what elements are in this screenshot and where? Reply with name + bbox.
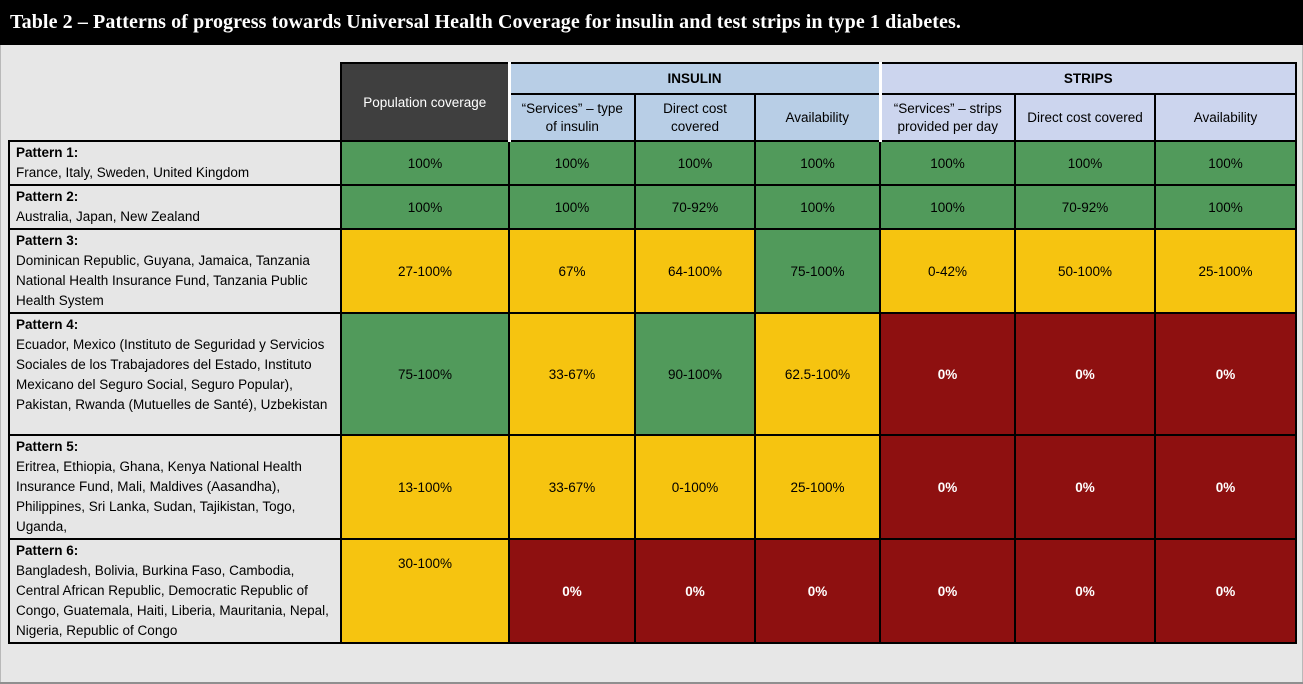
table-row: Pattern 6: Bangladesh, Bolivia, Burkina F… <box>8 538 1298 644</box>
coverage-cell: 100% <box>508 140 636 186</box>
page-bottom-edge <box>0 682 1303 684</box>
coverage-cell: 100% <box>508 184 636 230</box>
coverage-cell: 0% <box>879 312 1016 436</box>
coverage-cell: 100% <box>634 140 756 186</box>
coverage-cell: 100% <box>1153 140 1298 186</box>
population-coverage-cell: 100% <box>340 184 510 230</box>
pattern-label: Pattern 6: <box>16 543 79 558</box>
coverage-cell: 90-100% <box>634 312 756 436</box>
coverage-cell: 0% <box>1153 538 1298 644</box>
coverage-cell: 0% <box>1014 538 1156 644</box>
coverage-cell: 50-100% <box>1014 228 1156 314</box>
coverage-cell: 67% <box>508 228 636 314</box>
pattern-label: Pattern 4: <box>16 317 79 332</box>
col-header-strips-services: “Services” – strips provided per day <box>878 93 1016 142</box>
sub-header-row: “Services” – type of insulin Direct cost… <box>9 93 1298 142</box>
coverage-cell: 100% <box>1014 140 1156 186</box>
coverage-cell: 33-67% <box>508 434 636 540</box>
coverage-cell: 62.5-100% <box>754 312 881 436</box>
country-list: Bangladesh, Bolivia, Burkina Faso, Cambo… <box>16 563 329 638</box>
pattern-label: Pattern 2: <box>16 189 79 204</box>
table-title: Table 2 – Patterns of progress towards U… <box>10 11 962 33</box>
pattern-label: Pattern 3: <box>16 233 79 248</box>
population-coverage-cell: 75-100% <box>340 312 510 436</box>
coverage-cell: 100% <box>754 184 881 230</box>
pattern-row-header: Pattern 6: Bangladesh, Bolivia, Burkina F… <box>8 538 342 644</box>
col-header-insulin-services: “Services” – type of insulin <box>507 93 636 142</box>
col-header-population-coverage: Population coverage <box>340 62 510 142</box>
pattern-row-header: Pattern 2: Australia, Japan, New Zealand <box>8 184 342 230</box>
coverage-cell: 33-67% <box>508 312 636 436</box>
uhc-table-container: Population coverage INSULIN STRIPS “Serv… <box>8 62 1298 644</box>
pattern-row-header: Pattern 4: Ecuador, Mexico (Instituto de … <box>8 312 342 436</box>
population-coverage-cell: 30-100% <box>340 538 510 644</box>
coverage-cell: 70-92% <box>1014 184 1156 230</box>
country-list: Australia, Japan, New Zealand <box>16 209 200 224</box>
col-header-insulin-direct-cost: Direct cost covered <box>634 93 756 142</box>
country-list: France, Italy, Sweden, United Kingdom <box>16 165 250 180</box>
coverage-cell: 100% <box>754 140 881 186</box>
country-list: Eritrea, Ethiopia, Ghana, Kenya National… <box>16 459 302 534</box>
coverage-cell: 0% <box>508 538 636 644</box>
population-coverage-cell: 13-100% <box>340 434 510 540</box>
country-list: Dominican Republic, Guyana, Jamaica, Tan… <box>16 253 310 308</box>
country-list: Ecuador, Mexico (Instituto de Seguridad … <box>16 337 328 412</box>
coverage-cell: 64-100% <box>634 228 756 314</box>
coverage-cell: 0% <box>1153 434 1298 540</box>
table-row: Pattern 3: Dominican Republic, Guyana, Ja… <box>8 228 1298 314</box>
table-title-bar: Table 2 – Patterns of progress towards U… <box>0 0 1303 45</box>
group-header-insulin: INSULIN <box>507 62 881 95</box>
col-header-insulin-availability: Availability <box>754 93 881 142</box>
coverage-cell: 25-100% <box>1153 228 1298 314</box>
group-header-strips: STRIPS <box>878 62 1298 95</box>
coverage-cell: 100% <box>879 140 1016 186</box>
col-header-strips-availability: Availability <box>1153 93 1298 142</box>
pattern-row-header: Pattern 5: Eritrea, Ethiopia, Ghana, Keny… <box>8 434 342 540</box>
coverage-cell: 0% <box>1153 312 1298 436</box>
coverage-cell: 0% <box>879 434 1016 540</box>
pattern-label: Pattern 1: <box>16 145 79 160</box>
table-row: Pattern 2: Australia, Japan, New Zealand 1… <box>8 184 1298 230</box>
coverage-cell: 70-92% <box>634 184 756 230</box>
coverage-cell: 75-100% <box>754 228 881 314</box>
coverage-cell: 0% <box>1014 312 1156 436</box>
coverage-cell: 100% <box>879 184 1016 230</box>
coverage-cell: 25-100% <box>754 434 881 540</box>
coverage-cell: 0% <box>754 538 881 644</box>
corner-cell <box>9 63 341 141</box>
coverage-cell: 100% <box>1153 184 1298 230</box>
table-row: Pattern 1: France, Italy, Sweden, United … <box>8 140 1298 186</box>
table-row: Pattern 5: Eritrea, Ethiopia, Ghana, Keny… <box>8 434 1298 540</box>
population-coverage-cell: 100% <box>340 140 510 186</box>
pattern-row-header: Pattern 3: Dominican Republic, Guyana, Ja… <box>8 228 342 314</box>
uhc-patterns-table: Population coverage INSULIN STRIPS “Serv… <box>8 62 1298 644</box>
group-header-row: Population coverage INSULIN STRIPS <box>9 62 1298 142</box>
coverage-cell: 0-42% <box>879 228 1016 314</box>
table-row: Pattern 4: Ecuador, Mexico (Instituto de … <box>8 312 1298 436</box>
population-coverage-cell: 27-100% <box>340 228 510 314</box>
pattern-row-header: Pattern 1: France, Italy, Sweden, United … <box>8 140 342 186</box>
coverage-cell: 0% <box>1014 434 1156 540</box>
pattern-label: Pattern 5: <box>16 439 79 454</box>
coverage-cell: 0-100% <box>634 434 756 540</box>
coverage-cell: 0% <box>879 538 1016 644</box>
coverage-cell: 0% <box>634 538 756 644</box>
col-header-strips-direct-cost: Direct cost covered <box>1014 93 1156 142</box>
